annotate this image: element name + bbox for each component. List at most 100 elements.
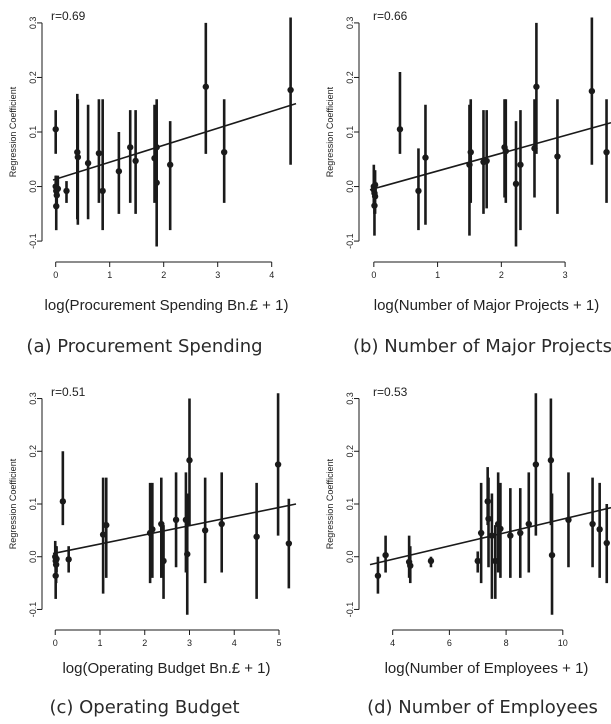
data-point: [427, 557, 435, 565]
x-tick-label: 1: [97, 638, 102, 648]
x-axis-label: log(Number of Employees + 1): [385, 660, 589, 677]
panel-caption: (c) Operating Budget: [49, 697, 239, 718]
data-point: [172, 516, 180, 524]
y-tick-label: 0.3: [28, 392, 38, 405]
data-point: [494, 520, 502, 528]
chart-panel-1: -0.1 0.0 0.1 0.2 0.3 Regression Coefficient 0 1…: [8, 9, 297, 357]
data-point: [512, 180, 520, 188]
data-point: [202, 83, 210, 90]
data-point: [52, 561, 60, 568]
data-point: [415, 187, 422, 195]
data-point: [466, 161, 473, 168]
x-tick-label: 0: [371, 270, 376, 280]
data-point: [371, 193, 379, 200]
data-point: [547, 457, 555, 464]
y-axis-label: Regression Coefficient: [8, 458, 18, 549]
x-tick-label: 0: [53, 638, 58, 648]
data-point: [63, 187, 70, 195]
y-tick-label: -0.1: [345, 233, 355, 249]
regression-fit-line: [52, 102, 297, 181]
x-tick-label: 3: [215, 270, 220, 280]
data-point: [74, 153, 82, 161]
data-point: [274, 461, 282, 468]
x-tick-label: 0: [53, 270, 58, 280]
data-point: [166, 161, 174, 168]
correlation-annotation: r=0.53: [373, 385, 408, 399]
data-point: [422, 154, 429, 161]
data-point: [158, 520, 165, 528]
data-point: [396, 126, 404, 133]
y-tick-label: 0.0: [345, 550, 355, 563]
chart-panel-4: -0.1 0.0 0.1 0.2 0.3 Regression Coefficient 4 6…: [325, 385, 611, 718]
y-tick-label: 0.3: [345, 17, 355, 30]
x-tick-label: 3: [187, 638, 192, 648]
data-point: [220, 148, 228, 156]
data-point: [65, 556, 72, 563]
x-axis-label: log(Procurement Spending Bn.£ + 1): [45, 297, 289, 314]
data-point: [525, 520, 532, 528]
data-point: [382, 551, 389, 559]
panel-caption: (d) Number of Employees: [367, 697, 598, 718]
data-point: [153, 144, 160, 151]
panel-caption: (b) Number of Major Projects: [353, 336, 611, 357]
data-point: [484, 498, 491, 505]
data-point: [253, 533, 260, 540]
data-point: [371, 202, 378, 209]
y-tick-label: 0.2: [345, 71, 355, 84]
data-point: [127, 144, 134, 151]
x-tick-label: 2: [161, 270, 166, 280]
y-axis-label: Regression Coefficient: [325, 458, 335, 549]
correlation-annotation: r=0.51: [51, 385, 86, 399]
y-tick-label: 0.1: [28, 498, 38, 511]
y-tick-label: 0.3: [28, 17, 38, 30]
data-point: [517, 161, 524, 168]
x-tick-label: 6: [447, 638, 452, 648]
correlation-annotation: r=0.66: [373, 9, 408, 23]
data-point: [103, 521, 110, 529]
panel-caption: (a) Procurement Spending: [26, 336, 262, 357]
y-tick-label: 0.0: [345, 180, 355, 193]
data-point: [184, 550, 191, 558]
y-tick-label: -0.1: [28, 602, 38, 618]
data-point: [95, 150, 103, 157]
data-point: [596, 526, 603, 533]
data-point: [374, 572, 382, 579]
data-point: [474, 557, 481, 565]
data-point: [182, 516, 190, 524]
y-tick-label: 0.1: [28, 126, 38, 139]
y-tick-label: -0.1: [28, 233, 38, 249]
x-tick-label: 2: [142, 638, 147, 648]
data-point: [565, 516, 572, 524]
x-tick-label: 1: [107, 270, 112, 280]
y-tick-label: -0.1: [345, 602, 355, 618]
data-point: [497, 525, 504, 532]
data-point: [603, 148, 610, 156]
data-point: [492, 557, 499, 565]
data-point: [485, 515, 492, 522]
y-tick-label: 0.2: [345, 445, 355, 458]
data-point: [589, 520, 596, 528]
data-point: [115, 168, 123, 175]
y-tick-label: 0.0: [28, 180, 38, 193]
x-tick-label: 10: [558, 638, 568, 648]
data-point: [151, 154, 158, 162]
data-point: [531, 145, 538, 152]
data-point: [99, 187, 106, 195]
x-tick-label: 5: [276, 638, 281, 648]
chart-panel-2: -0.1 0.0 0.1 0.2 0.3 Regression Coefficient 0 1…: [325, 9, 611, 357]
data-point: [52, 572, 59, 579]
data-point: [160, 557, 167, 565]
y-tick-label: 0.1: [345, 126, 355, 139]
y-tick-label: 0.0: [28, 550, 38, 563]
data-point: [201, 527, 209, 534]
data-point: [74, 148, 81, 156]
data-point: [218, 520, 225, 528]
data-point: [53, 202, 60, 210]
x-axis-label: log(Operating Budget Bn.£ + 1): [62, 660, 270, 677]
data-point: [588, 87, 596, 95]
data-point: [407, 562, 414, 569]
data-point: [99, 531, 107, 538]
y-tick-label: 0.1: [345, 498, 355, 511]
